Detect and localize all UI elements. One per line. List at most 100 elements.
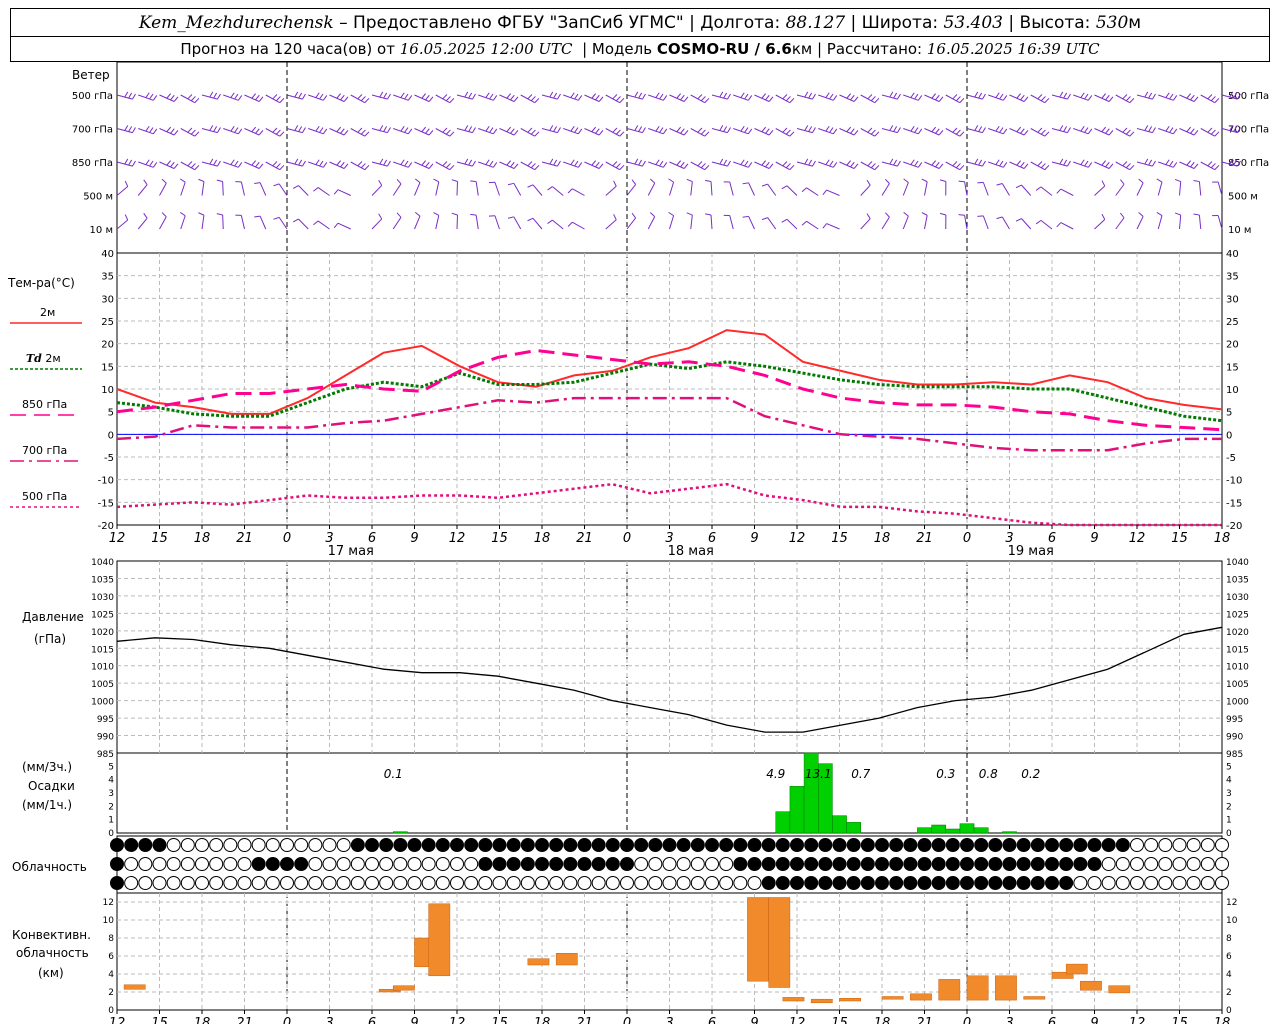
precip-y-tick-left: 1: [108, 816, 114, 826]
conv-bar: [555, 953, 578, 966]
wind-barb-flag: [952, 127, 958, 133]
conv-x-tick: 9: [410, 1016, 418, 1024]
precip-bar: [846, 822, 861, 834]
conv-x-tick: 12: [449, 1016, 466, 1024]
wind-barb-flag: [1087, 128, 1093, 135]
wind-barb-flag: [292, 185, 299, 189]
wind-barb-flag: [343, 130, 349, 136]
precip-y-tick-right: 1: [1226, 816, 1232, 826]
cloud-cover-symbol: [960, 838, 974, 852]
wind-barb-flag: [132, 127, 136, 133]
wind-barb-flag: [275, 163, 281, 169]
wind-barb-flag: [507, 182, 514, 186]
wind-barb-flag: [719, 158, 724, 165]
cloud-cover-symbol: [393, 876, 408, 890]
cloud-cover-symbol: [620, 876, 634, 890]
wind-barb-flag: [1165, 92, 1170, 98]
wind-barb-flag: [1015, 184, 1022, 189]
cloud-cover-symbol: [308, 876, 323, 890]
wind-barb: [116, 219, 129, 230]
wind-barb-flag: [161, 212, 167, 218]
wind-barb-flag: [1067, 127, 1071, 133]
temp-x-tick: 15: [491, 531, 508, 546]
wind-barb-flag: [251, 93, 257, 99]
cloud-cover-symbol: [931, 838, 946, 852]
wind-barb: [532, 217, 543, 230]
wind-barb-flag: [428, 130, 434, 136]
cloud-cover-symbol: [747, 876, 762, 890]
wind-barb: [265, 94, 281, 104]
wind-barb: [881, 183, 890, 196]
press-y-tick-left: 1015: [91, 645, 114, 655]
wind-barb-flag: [451, 212, 458, 216]
conv-x-tick: 0: [623, 1016, 631, 1024]
wind-barb-flag: [977, 215, 984, 217]
wind-barb-flag: [1037, 127, 1043, 133]
wind-barb-flag: [680, 94, 685, 101]
wind-barb-flag: [740, 125, 745, 132]
wind-barb-flag: [302, 127, 306, 133]
wind-barb-flag: [216, 213, 223, 216]
wind-barb-flag: [489, 93, 494, 100]
wind-barb-flag: [187, 94, 193, 100]
wind-barb-flag: [360, 129, 366, 135]
cloud-cover-symbol: [478, 857, 493, 871]
wind-barb-flag: [530, 129, 536, 135]
cloud-cover-symbol: [251, 876, 266, 890]
temp-y-tick-left: 30: [101, 294, 114, 305]
cloud-cover-symbol: [180, 876, 195, 890]
wind-barb-flag: [470, 213, 477, 216]
cloud-cover-symbol: [365, 838, 379, 852]
wind-barb: [513, 216, 522, 230]
wind-barb-flag: [996, 216, 1003, 220]
wind-barb-flag: [273, 183, 280, 187]
wind-barb: [966, 94, 983, 100]
cloud-cover-symbol: [336, 838, 351, 852]
precip-bar: [789, 786, 805, 834]
wind-barb-flag: [294, 125, 299, 131]
wind-level-left: 850 гПа: [72, 158, 113, 169]
wind-barb-flag: [705, 213, 712, 216]
wind-barb-flag: [255, 161, 260, 168]
wind-barb-flag: [761, 217, 768, 221]
wind-barb-flag: [400, 125, 405, 132]
wind-barb-flag: [723, 92, 728, 99]
wind-barb-flag: [315, 159, 320, 165]
wind-barb-flag: [1059, 158, 1064, 165]
wind-barb-flag: [464, 125, 469, 131]
wind-barb-flag: [619, 131, 625, 137]
conv-y-tick-left: 10: [103, 916, 115, 926]
wind-barb-flag: [187, 127, 193, 133]
wind-barb-flag: [1020, 94, 1025, 101]
wind-barb-flag: [383, 159, 388, 166]
wind-barb-flag: [978, 92, 983, 99]
wind-barb-flag: [804, 125, 809, 131]
cloud-cover-symbol: [365, 857, 379, 871]
conv-y-tick-left: 6: [108, 952, 114, 962]
legend-t700-label: 700 гПа: [22, 444, 68, 457]
cloud-cover-symbol: [322, 876, 337, 890]
wind-barb-flag: [379, 158, 384, 165]
wind-barb-flag: [128, 159, 133, 166]
conv-x-tick: 12: [1129, 1016, 1146, 1024]
cloud-cover-symbol: [379, 838, 394, 852]
cloud-cover-symbol: [535, 838, 549, 852]
wind-barb-flag: [914, 93, 919, 100]
cloud-cover-symbol: [761, 876, 776, 890]
wind-barb-flag: [1233, 126, 1238, 132]
cloud-cover-symbol: [719, 857, 734, 871]
wind-barb-flag: [638, 159, 643, 166]
cloud-cover-symbol: [974, 857, 989, 871]
wind-barb-flag: [492, 128, 498, 135]
cloud-cover-symbol: [407, 857, 422, 871]
wind-barb: [1198, 181, 1202, 196]
wind-barb: [137, 184, 148, 196]
wind-barb-flag: [530, 163, 536, 169]
wind-barb: [1179, 181, 1182, 196]
wind-barb-flag: [1101, 126, 1107, 133]
wind-barb: [278, 183, 288, 196]
wind-barb-flag: [1101, 93, 1107, 99]
wind-barb-flag: [995, 159, 1000, 165]
wind-barb-flag: [449, 164, 455, 170]
wind-barb-flag: [425, 128, 430, 134]
